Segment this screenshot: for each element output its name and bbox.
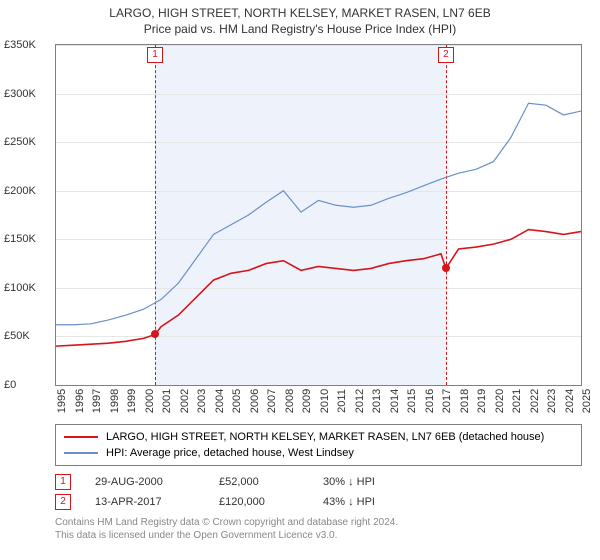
legend-swatch-hpi — [64, 452, 98, 454]
x-tick-label: 2017 — [441, 389, 453, 413]
x-tick-label: 2001 — [161, 389, 173, 413]
legend-box: LARGO, HIGH STREET, NORTH KELSEY, MARKET… — [55, 424, 582, 466]
x-tick-label: 2004 — [214, 389, 226, 413]
x-tick-label: 1998 — [109, 389, 121, 413]
sales-row-1: 1 29-AUG-2000 £52,000 30% ↓ HPI — [55, 472, 582, 492]
series-hpi — [56, 103, 581, 325]
legend-row-hpi: HPI: Average price, detached house, West… — [64, 445, 573, 461]
x-tick-label: 2010 — [319, 389, 331, 413]
y-tick-label: £150K — [4, 233, 36, 245]
x-tick-label: 2007 — [266, 389, 278, 413]
legend-row-property: LARGO, HIGH STREET, NORTH KELSEY, MARKET… — [64, 429, 573, 445]
title-sub: Price paid vs. HM Land Registry's House … — [0, 22, 600, 36]
sales-marker-1: 1 — [55, 474, 71, 490]
y-tick-label: £350K — [4, 39, 36, 51]
sales-marker-2: 2 — [55, 494, 71, 510]
sales-table: 1 29-AUG-2000 £52,000 30% ↓ HPI 2 13-APR… — [55, 472, 582, 512]
sales-pct-1: 30% ↓ HPI — [323, 476, 375, 488]
x-tick-label: 2020 — [494, 389, 506, 413]
x-tick-label: 2014 — [389, 389, 401, 413]
marker-box-1: 1 — [147, 47, 163, 63]
x-tick-label: 2016 — [424, 389, 436, 413]
x-tick-label: 2000 — [144, 389, 156, 413]
footer-text: Contains HM Land Registry data © Crown c… — [55, 516, 582, 542]
x-tick-label: 2009 — [301, 389, 313, 413]
sales-row-2: 2 13-APR-2017 £120,000 43% ↓ HPI — [55, 492, 582, 512]
marker-dot-1 — [151, 330, 159, 338]
x-tick-label: 2011 — [336, 389, 348, 413]
x-tick-label: 2012 — [354, 389, 366, 413]
x-tick-label: 2013 — [371, 389, 383, 413]
x-tick-label: 2008 — [284, 389, 296, 413]
x-tick-label: 1999 — [126, 389, 138, 413]
x-tick-label: 1996 — [74, 389, 86, 413]
sales-price-2: £120,000 — [219, 496, 299, 508]
plot-svg — [56, 45, 581, 385]
x-tick-label: 2024 — [564, 389, 576, 413]
sales-pct-2: 43% ↓ HPI — [323, 496, 375, 508]
y-tick-label: £200K — [4, 185, 36, 197]
x-tick-label: 2023 — [546, 389, 558, 413]
footer-line-2: This data is licensed under the Open Gov… — [55, 529, 582, 542]
x-tick-label: 2021 — [511, 389, 523, 413]
footer-line-1: Contains HM Land Registry data © Crown c… — [55, 516, 582, 529]
x-tick-label: 2018 — [459, 389, 471, 413]
x-tick-label: 2002 — [179, 389, 191, 413]
x-tick-label: 2003 — [196, 389, 208, 413]
y-tick-label: £250K — [4, 136, 36, 148]
chart-titles: LARGO, HIGH STREET, NORTH KELSEY, MARKET… — [0, 0, 600, 36]
marker-box-2: 2 — [438, 47, 454, 63]
sales-date-2: 13-APR-2017 — [95, 496, 195, 508]
legend-label-property: LARGO, HIGH STREET, NORTH KELSEY, MARKET… — [106, 429, 544, 445]
x-tick-label: 2022 — [529, 389, 541, 413]
plot-area: £0£50K£100K£150K£200K£250K£300K£350K1995… — [55, 44, 582, 386]
legend-swatch-property — [64, 436, 98, 438]
title-main: LARGO, HIGH STREET, NORTH KELSEY, MARKET… — [0, 6, 600, 20]
x-tick-label: 1997 — [91, 389, 103, 413]
x-tick-label: 2015 — [406, 389, 418, 413]
x-axis-space — [0, 386, 600, 420]
sales-date-1: 29-AUG-2000 — [95, 476, 195, 488]
marker-dot-2 — [442, 264, 450, 272]
y-tick-label: £0 — [4, 379, 16, 391]
sales-price-1: £52,000 — [219, 476, 299, 488]
y-tick-label: £50K — [4, 330, 30, 342]
y-tick-label: £100K — [4, 282, 36, 294]
x-tick-label: 2005 — [231, 389, 243, 413]
series-property — [56, 230, 581, 347]
x-tick-label: 1995 — [56, 389, 68, 413]
x-tick-label: 2019 — [476, 389, 488, 413]
chart-container: LARGO, HIGH STREET, NORTH KELSEY, MARKET… — [0, 0, 600, 542]
x-tick-label: 2025 — [581, 389, 593, 413]
legend-label-hpi: HPI: Average price, detached house, West… — [106, 445, 354, 461]
y-tick-label: £300K — [4, 88, 36, 100]
x-tick-label: 2006 — [249, 389, 261, 413]
